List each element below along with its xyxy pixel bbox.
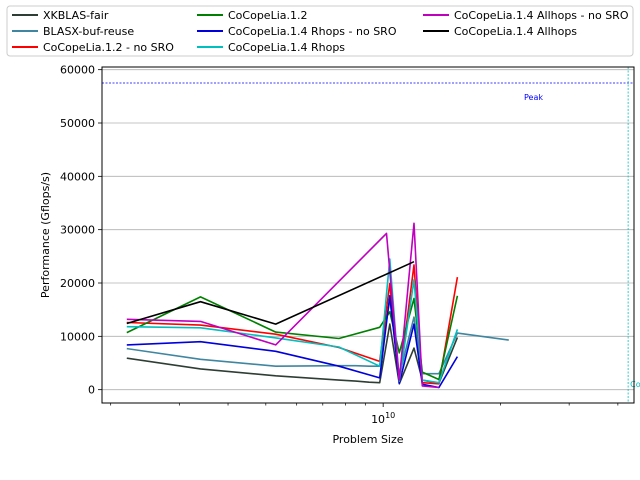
combi-label: Combi [630,380,640,389]
series-line-5 [126,295,459,389]
axes: 0 10000 20000 30000 40000 50000 60000 1010 [60,64,635,426]
legend-entry: CoCopeLia.1.2 - no SRO [43,41,174,54]
grid [102,69,634,391]
x-tick-label: 1010 [371,411,395,426]
x-axis-label: Problem Size [332,433,403,446]
plot-frame [101,66,635,404]
series-line-7 [126,222,439,389]
annotations: Peak Combi [102,67,640,403]
series-group [126,222,509,389]
legend-entry: CoCopeLia.1.4 Rhops - no SRO [228,25,397,38]
y-tick-label: 60000 [60,64,95,77]
legend: XKBLAS-fair BLASX-buf-reuse CoCopeLia.1.2 … [6,5,634,57]
y-tick-label: 0 [88,384,95,397]
legend-entry: CoCopeLia.1.4 Allhops - no SRO [454,9,629,22]
legend-entry: BLASX-buf-reuse [43,25,134,38]
peak-label: Peak [524,93,543,102]
legend-entry: CoCopeLia.1.4 Rhops [228,41,345,54]
y-tick-label: 10000 [60,330,95,343]
series-line-4 [126,295,459,381]
series-line-8 [126,260,415,325]
legend-entry: XKBLAS-fair [43,9,109,22]
legend-box [6,5,634,57]
legend-entry: CoCopeLia.1.4 Allhops [454,25,577,38]
y-tick-label: 50000 [60,117,95,130]
y-tick-label: 40000 [60,170,95,183]
legend-entry: CoCopeLia.1.2 [228,9,308,22]
series-line-6 [126,258,459,384]
y-tick-label: 30000 [60,224,95,237]
y-tick-label: 20000 [60,277,95,290]
series-line-3 [126,264,459,385]
y-axis-label: Performance (Gflops/s) [39,172,52,298]
